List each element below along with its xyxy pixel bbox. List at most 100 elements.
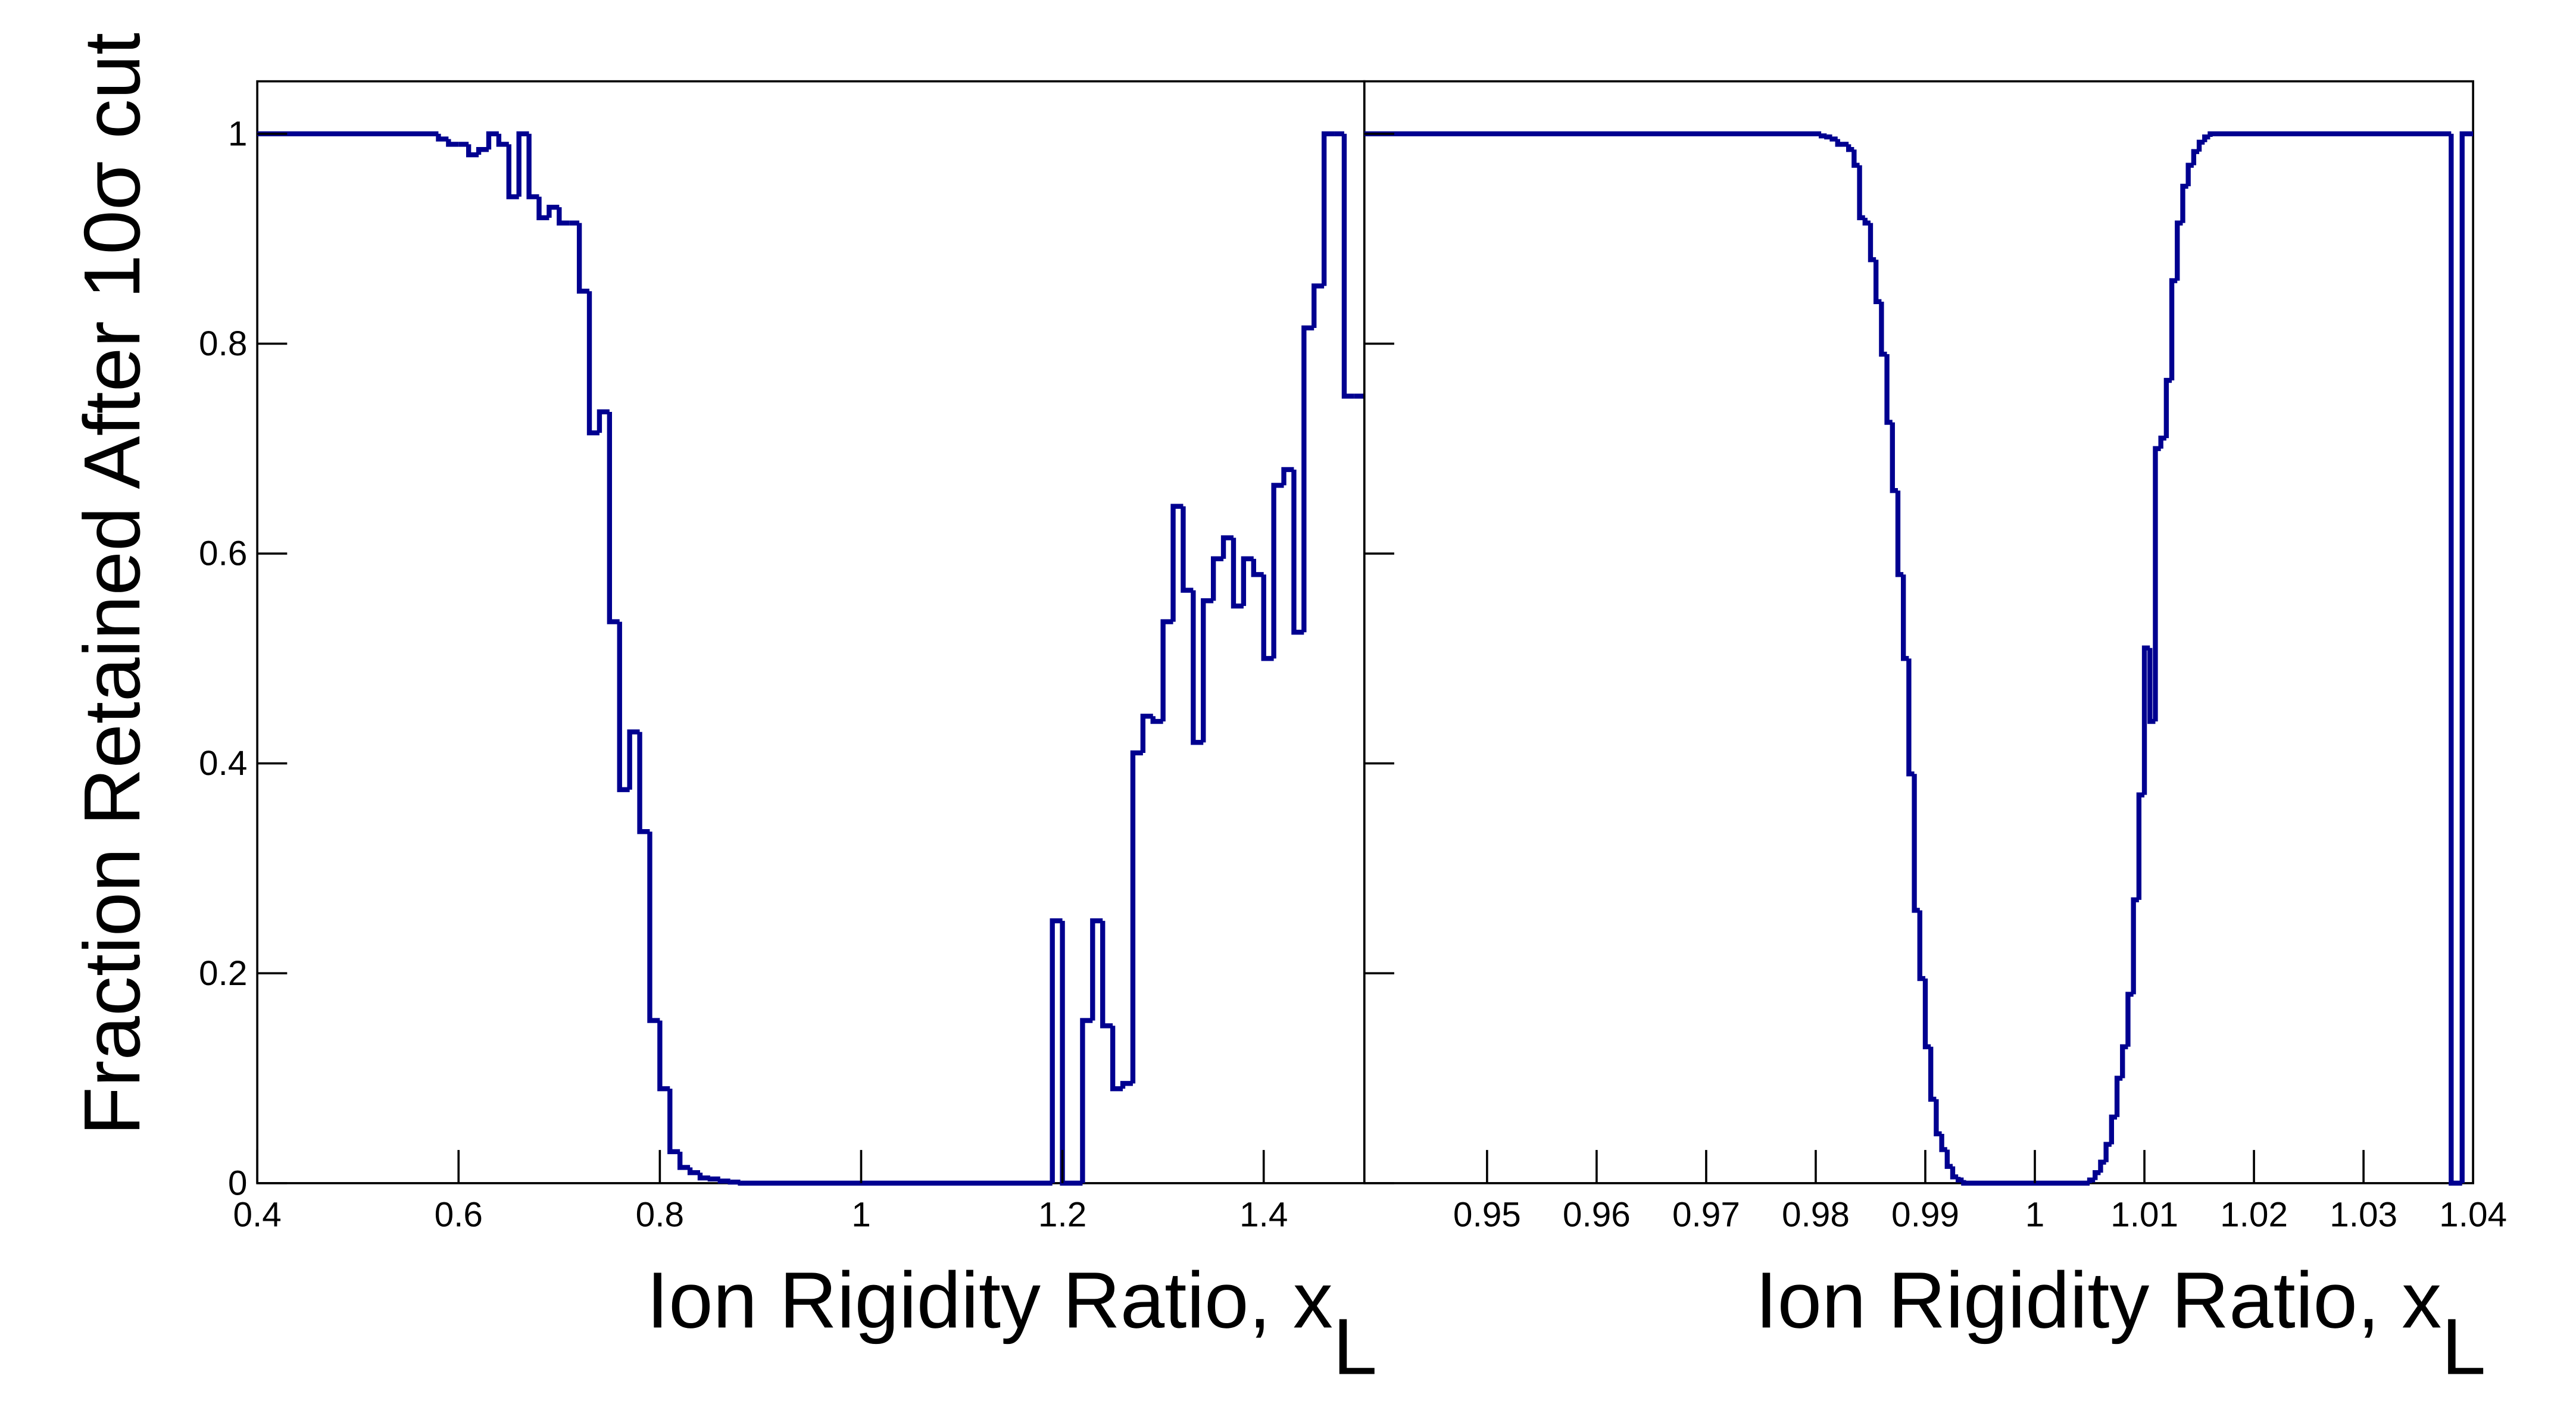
histogram-bin	[1961, 1180, 2090, 1186]
histogram-bin	[1341, 133, 1354, 399]
histogram-bin	[436, 133, 449, 142]
histogram-bin	[476, 147, 489, 155]
histogram-bin	[1140, 714, 1153, 753]
histogram-bin	[1281, 467, 1294, 486]
y-tick-label: 0.8	[199, 324, 247, 363]
histogram-bin	[1110, 1026, 1123, 1092]
histogram-bin	[536, 196, 549, 220]
x-axis-title-subscript: L	[2441, 1302, 2486, 1391]
histogram-bin	[1321, 131, 1335, 286]
histogram-bin	[486, 131, 499, 150]
histogram-bin	[1818, 133, 1827, 139]
histogram-bin	[2158, 435, 2166, 449]
histogram-bin	[1261, 574, 1274, 661]
histogram-bin	[576, 223, 590, 294]
histogram-bin	[1090, 918, 1103, 1021]
histogram-bin	[697, 1173, 710, 1181]
histogram-bin	[1829, 136, 1838, 142]
histogram-bin	[586, 291, 599, 436]
histogram-bin	[687, 1167, 700, 1176]
histogram-bin	[526, 133, 539, 199]
x-tick-label: 0.4	[233, 1195, 281, 1234]
histogram-bin	[1210, 556, 1224, 601]
histogram-bin	[2109, 1114, 2118, 1145]
histogram-bin	[466, 144, 479, 158]
x-tick-label: 1.02	[2220, 1195, 2288, 1234]
histogram-bin	[727, 1179, 741, 1185]
histogram-bin	[1301, 325, 1314, 633]
y-tick-label: 0.2	[199, 954, 247, 993]
histogram-bin	[2114, 1076, 2123, 1117]
histogram-bin	[707, 1176, 720, 1181]
x-tick-label: 0.99	[1891, 1195, 1959, 1234]
histogram-bin	[2163, 377, 2172, 439]
histogram-bin	[506, 144, 519, 199]
histogram-bin	[1241, 556, 1254, 607]
x-tick-label: 1.01	[2110, 1195, 2178, 1234]
histogram-bin	[1080, 1018, 1093, 1183]
histogram-bin	[597, 409, 610, 433]
histogram-bin	[2449, 133, 2462, 1186]
histogram-bin	[1895, 490, 1904, 577]
histogram-bin	[738, 1180, 1053, 1186]
x-tick-label: 1	[2025, 1195, 2045, 1234]
histogram-bin	[1251, 558, 1264, 577]
histogram-bin	[2202, 134, 2210, 142]
x-axis-title: Ion Rigidity Ratio, x	[647, 1256, 1333, 1345]
y-axis-title: Fraction Retained After 10σ cut	[68, 33, 157, 1136]
x-axis-title-subscript: L	[1333, 1302, 1377, 1391]
histogram-bin	[1120, 1081, 1133, 1089]
plot-frame	[1363, 80, 2474, 1184]
histogram-bin	[1312, 283, 1325, 328]
x-tick-label: 1.04	[2439, 1195, 2507, 1234]
histogram-bin	[547, 205, 560, 218]
histogram-bin	[2087, 1177, 2096, 1183]
histogram-bin	[2103, 1142, 2112, 1162]
histogram-bin	[2207, 131, 2452, 137]
x-tick-label: 0.8	[636, 1195, 684, 1234]
histogram-bin	[1922, 979, 1931, 1049]
histogram-bin	[1170, 504, 1184, 622]
histogram-bin	[1181, 506, 1194, 593]
histogram-bin	[1879, 301, 1887, 357]
histogram-bin	[516, 131, 529, 197]
y-tick-label: 0.6	[199, 534, 247, 573]
histogram-bin	[1191, 590, 1204, 745]
y-tick-label: 1	[228, 114, 248, 153]
y-tick-label: 0.4	[199, 744, 247, 783]
histogram-bin	[1130, 750, 1143, 1084]
histogram-bin	[607, 411, 620, 624]
y-tick-label: 0	[228, 1164, 248, 1202]
x-tick-label: 0.96	[1563, 1195, 1631, 1234]
histogram-bin	[1906, 658, 1915, 777]
x-axis-title: Ion Rigidity Ratio, x	[1755, 1256, 2441, 1345]
histogram-bin	[617, 621, 630, 792]
x-tick-label: 0.98	[1782, 1195, 1850, 1234]
histogram-bin	[1150, 716, 1163, 724]
x-tick-label: 0.95	[1453, 1195, 1521, 1234]
histogram-bin	[677, 1151, 691, 1170]
histogram-bin	[1231, 537, 1244, 609]
histogram-bin	[2185, 162, 2194, 186]
histogram-bin	[496, 133, 509, 147]
x-tick-label: 0.97	[1672, 1195, 1740, 1234]
histogram-bin	[657, 1020, 670, 1092]
x-tick-label: 1	[851, 1195, 871, 1234]
histogram-bin	[667, 1089, 680, 1155]
histogram-bin	[1201, 598, 1214, 743]
x-tick-label: 1.4	[1239, 1195, 1288, 1234]
histogram-bin	[647, 831, 660, 1023]
histogram-bin	[1271, 483, 1284, 659]
histogram-bin	[1220, 535, 1234, 559]
histogram-bin	[1100, 921, 1113, 1029]
histogram-bin	[446, 139, 459, 147]
x-tick-label: 1.2	[1038, 1195, 1086, 1234]
histogram-bin	[1291, 469, 1304, 635]
histogram-bin	[1934, 1099, 1942, 1137]
histogram-bin	[1824, 134, 1832, 140]
histogram-bin	[1835, 139, 1843, 147]
histogram-bin	[1862, 217, 1871, 226]
histogram-bin	[557, 207, 570, 226]
